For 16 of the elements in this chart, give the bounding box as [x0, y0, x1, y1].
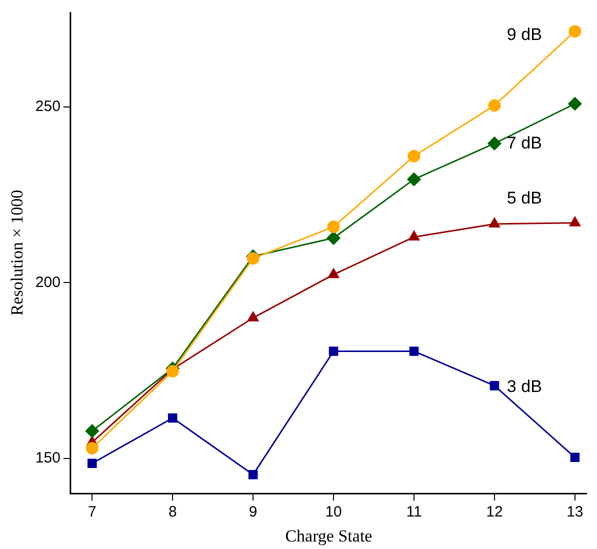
x-tick-label: 7: [88, 504, 96, 521]
x-tick-label: 12: [486, 504, 503, 521]
y-tick-label: 250: [35, 98, 60, 116]
x-tick-label: 13: [566, 504, 584, 521]
y-axis-title: Resolution × 1000: [8, 190, 27, 316]
x-tick-label: 11: [406, 504, 422, 521]
series-label: 3 dB: [506, 377, 542, 396]
x-tick-label: 8: [168, 504, 177, 521]
x-tick-label: 9: [248, 504, 258, 521]
series-label: 9 dB: [506, 25, 542, 44]
series-label: 5 dB: [506, 188, 542, 208]
series-label: 7 dB: [506, 133, 542, 152]
y-tick-label: 150: [35, 450, 60, 467]
x-axis-title: Charge State: [285, 526, 372, 546]
y-tick-label: 200: [35, 274, 60, 291]
x-tick-label: 10: [325, 504, 342, 521]
